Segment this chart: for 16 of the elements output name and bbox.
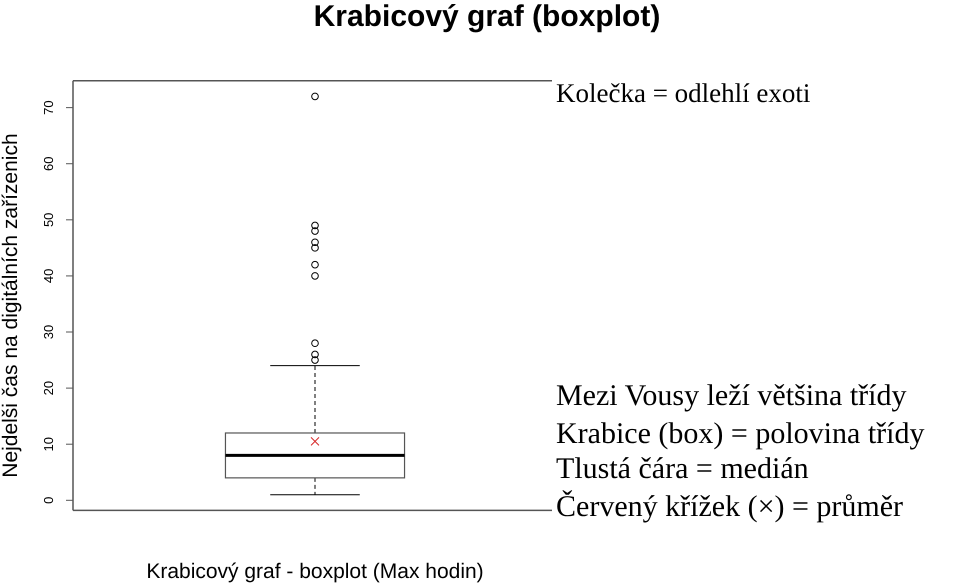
y-tick-label: 60 (41, 156, 56, 171)
x-axis-title: Krabicový graf - boxplot (Max hodin) (146, 560, 484, 583)
y-tick-label: 40 (41, 268, 56, 284)
y-tick-label: 0 (41, 496, 56, 504)
y-axis-title: Nejdelši čas na digitálních zařízenich (0, 133, 22, 478)
text: Krabice (box) = polovina třídy (556, 417, 924, 450)
y-tick-label: 30 (41, 324, 56, 340)
y-tick-label: 10 (41, 436, 56, 452)
text: Mezi Vousy leží většina třídy (556, 379, 907, 412)
y-tick-label: 50 (41, 212, 56, 228)
y-tick-label: 20 (41, 380, 56, 396)
chart-title: Krabicový graf (boxplot) (314, 0, 660, 33)
text: Červený křížek (×) = průměr (556, 490, 904, 523)
text: Kolečka = odlehlí exoti (556, 78, 810, 108)
text: Tlustá čára = medián (556, 452, 809, 485)
y-tick-label: 70 (41, 100, 56, 115)
